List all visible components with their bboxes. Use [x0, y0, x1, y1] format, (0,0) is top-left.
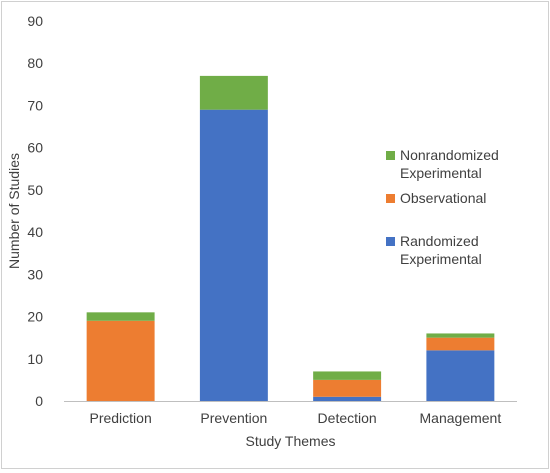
bars: [86, 75, 495, 402]
y-tick-label: 0: [35, 393, 43, 409]
legend-label: Randomized: [400, 233, 479, 249]
legend-label: Observational: [400, 190, 486, 206]
x-tick-label: Detection: [318, 410, 377, 426]
y-tick-label: 60: [27, 140, 43, 156]
y-tick-label: 50: [27, 182, 43, 198]
bar-segment: [86, 312, 155, 321]
legend-swatch: [386, 237, 395, 246]
y-tick-label: 10: [27, 351, 43, 367]
bar-segment: [313, 396, 382, 401]
y-tick-label: 90: [27, 13, 43, 29]
x-axis-ticks: Prediction Prevention Detection Management: [89, 410, 501, 426]
stacked-bar-chart: 0 10 20 30 40 50 60 70 80 90 Prediction Prevention…: [6, 13, 517, 449]
y-tick-label: 30: [27, 266, 43, 282]
bar-segment: [313, 371, 382, 380]
x-tick-label: Prediction: [89, 410, 151, 426]
bar-segment: [313, 379, 382, 397]
legend-swatch: [386, 194, 395, 203]
legend: Nonrandomized Experimental Observational Ra…: [386, 147, 499, 267]
bar-segment: [199, 75, 268, 110]
legend-label: Experimental: [400, 165, 482, 181]
x-tick-label: Management: [420, 410, 502, 426]
y-axis-label: Number of Studies: [6, 153, 22, 269]
legend-label: Experimental: [400, 251, 482, 267]
legend-label: Nonrandomized: [400, 147, 499, 163]
bar-segment: [426, 337, 495, 351]
bar-segment: [199, 109, 268, 402]
bar-segment: [426, 333, 495, 338]
bar-segment: [426, 350, 495, 401]
x-axis-label: Study Themes: [245, 433, 335, 449]
y-tick-label: 80: [27, 55, 43, 71]
y-tick-label: 20: [27, 309, 43, 325]
y-tick-label: 40: [27, 224, 43, 240]
y-axis-ticks: 0 10 20 30 40 50 60 70 80 90: [27, 13, 43, 409]
x-tick-label: Prevention: [200, 410, 267, 426]
y-tick-label: 70: [27, 97, 43, 113]
legend-swatch: [386, 151, 395, 160]
bar-segment: [86, 320, 155, 401]
